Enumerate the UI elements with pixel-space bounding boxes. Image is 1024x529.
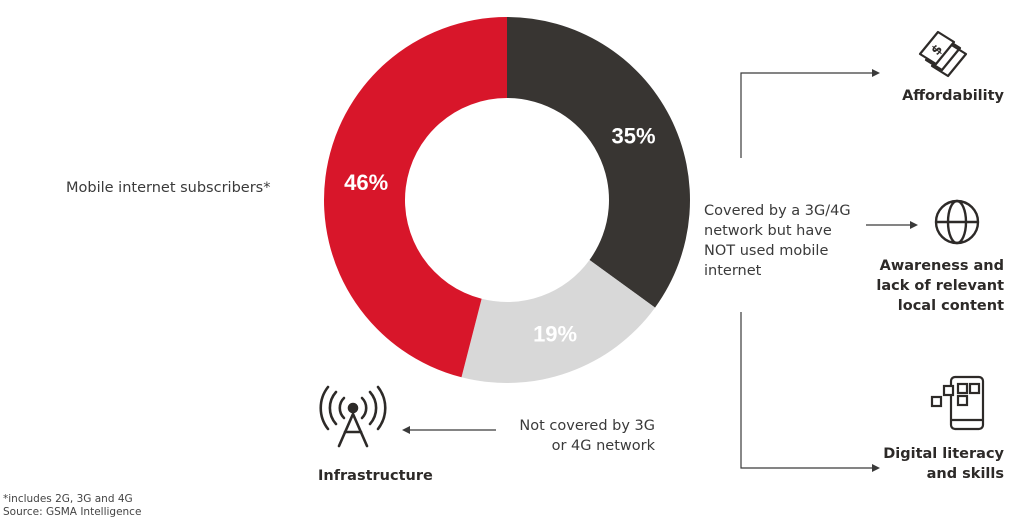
connector-affordability bbox=[740, 72, 872, 158]
barrier-affordability: Affordability bbox=[902, 88, 1004, 104]
label-not-covered: Not covered by 3G or 4G network bbox=[497, 416, 655, 456]
digital-line-2: and skills bbox=[926, 466, 1004, 482]
awareness-line-1: Awareness and bbox=[879, 258, 1004, 274]
slice-label-0: 35% bbox=[611, 124, 655, 149]
awareness-line-2: lack of relevant bbox=[876, 278, 1004, 294]
label-mobile-subscribers: Mobile internet subscribers* bbox=[66, 180, 271, 196]
arrowhead-digital bbox=[872, 464, 880, 472]
slice-label-2: 46% bbox=[344, 170, 388, 195]
connector-lines bbox=[402, 69, 918, 472]
radio-tower-icon bbox=[319, 385, 387, 448]
label-covered-not-used: Covered by a 3G/4G network but have NOT … bbox=[704, 201, 851, 281]
covered-line-1: Covered by a 3G/4G bbox=[704, 203, 851, 219]
donut-slice-0 bbox=[507, 17, 690, 308]
slice-label-1: 19% bbox=[533, 322, 577, 347]
arrowhead-affordability bbox=[872, 69, 880, 77]
donut-slice-2 bbox=[324, 17, 507, 378]
digital-line-1: Digital literacy bbox=[883, 446, 1004, 462]
smartphone-apps-icon bbox=[930, 375, 985, 431]
awareness-line-3: local content bbox=[897, 298, 1004, 314]
covered-line-3: NOT used mobile bbox=[704, 243, 829, 259]
connector-digital bbox=[740, 312, 872, 469]
arrowhead-infrastructure bbox=[402, 426, 410, 434]
footnote-source: Source: GSMA Intelligence bbox=[3, 506, 142, 518]
not-covered-line-2: or 4G network bbox=[551, 438, 655, 454]
barrier-awareness: Awareness and lack of relevant local con… bbox=[868, 256, 1004, 316]
not-covered-line-1: Not covered by 3G bbox=[519, 418, 655, 434]
donut-slice-1 bbox=[461, 259, 656, 384]
covered-line-2: network but have bbox=[704, 223, 832, 239]
donut-chart: 35% 19% 46% bbox=[324, 17, 690, 384]
barrier-digital-literacy: Digital literacy and skills bbox=[868, 444, 1004, 484]
footnote-note: *includes 2G, 3G and 4G bbox=[3, 493, 133, 505]
arrowhead-awareness bbox=[910, 221, 918, 229]
money-bills-icon: $ bbox=[918, 30, 968, 78]
globe-icon bbox=[934, 199, 980, 245]
barrier-infrastructure: Infrastructure bbox=[318, 468, 433, 484]
covered-line-4: internet bbox=[704, 263, 762, 279]
